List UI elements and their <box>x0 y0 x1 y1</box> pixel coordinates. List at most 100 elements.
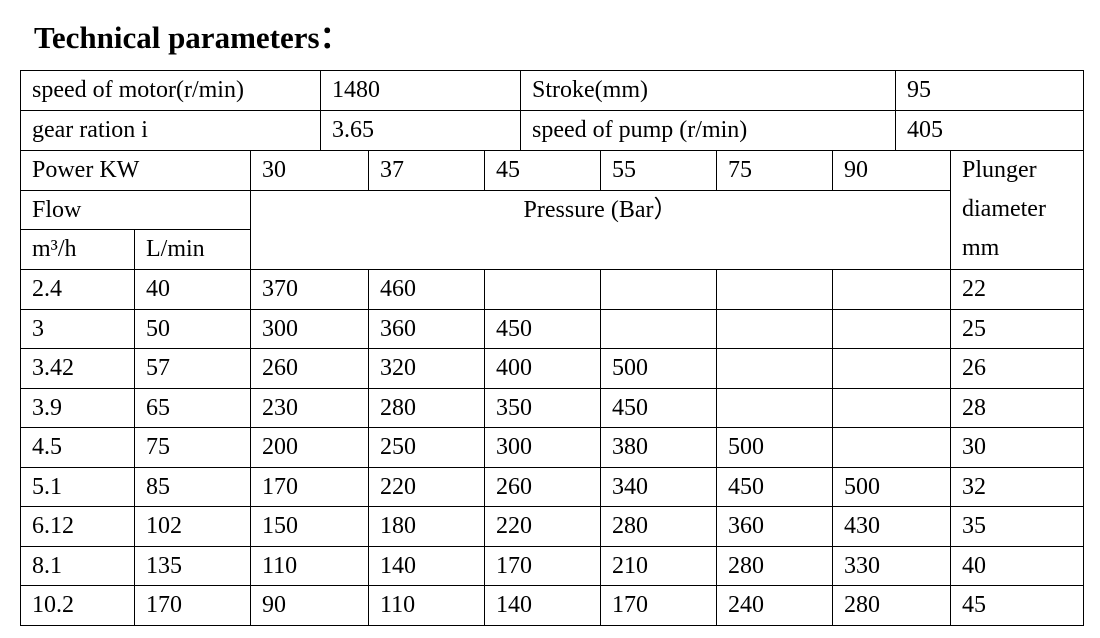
table-cell: 85 <box>134 467 251 507</box>
table-cell: 140 <box>484 585 601 626</box>
table-cell: 90 <box>250 585 369 626</box>
table-cell: 330 <box>832 546 951 586</box>
table-cell: 57 <box>134 348 251 389</box>
table-cell: 65 <box>134 388 251 428</box>
table-cell: 140 <box>368 546 485 586</box>
table-cell: 35 <box>950 506 1084 547</box>
title: Technical parameters： <box>34 20 351 55</box>
table-cell: 170 <box>134 585 251 626</box>
table-cell: 370 <box>250 269 369 310</box>
pressure-label: Pressure (Bar） <box>250 190 951 270</box>
table-cell: 360 <box>716 506 833 547</box>
table-cell: 220 <box>368 467 485 507</box>
table-cell: 450 <box>600 388 717 428</box>
table-cell: 450 <box>716 467 833 507</box>
table-cell: 250 <box>368 427 485 468</box>
table-cell: 22 <box>950 269 1084 310</box>
table-cell: 5.1 <box>20 467 135 507</box>
table-cell: 200 <box>250 427 369 468</box>
flow-unit: L/min <box>134 229 251 270</box>
table-cell: 110 <box>368 585 485 626</box>
info-value: 1480 <box>320 70 521 111</box>
table-cell: 150 <box>250 506 369 547</box>
power-value: 90 <box>832 150 951 191</box>
info-value: 95 <box>895 70 1084 111</box>
table-cell: 45 <box>950 585 1084 626</box>
table-cell: 4.5 <box>20 427 135 468</box>
table-cell: 135 <box>134 546 251 586</box>
table-cell: 500 <box>832 467 951 507</box>
table-cell: 500 <box>716 427 833 468</box>
empty-cell <box>832 348 951 389</box>
power-label: Power KW <box>20 150 251 191</box>
table-cell: 110 <box>250 546 369 586</box>
table-cell: 280 <box>368 388 485 428</box>
flow-label: Flow <box>20 190 251 230</box>
info-label: Stroke(mm) <box>520 70 896 111</box>
power-value: 75 <box>716 150 833 191</box>
table-cell: 75 <box>134 427 251 468</box>
table-cell: 180 <box>368 506 485 547</box>
empty-cell <box>832 309 951 349</box>
table-cell: 210 <box>600 546 717 586</box>
table-cell: 40 <box>134 269 251 310</box>
table-cell: 260 <box>484 467 601 507</box>
table-cell: 3.42 <box>20 348 135 389</box>
table-cell: 28 <box>950 388 1084 428</box>
info-value: 3.65 <box>320 110 521 151</box>
table-cell: 280 <box>832 585 951 626</box>
table-cell: 170 <box>600 585 717 626</box>
table-cell: 280 <box>716 546 833 586</box>
empty-cell <box>716 388 833 428</box>
empty-cell <box>716 348 833 389</box>
table-cell: 3.9 <box>20 388 135 428</box>
table-cell: 50 <box>134 309 251 349</box>
empty-cell <box>832 427 951 468</box>
table-cell: 360 <box>368 309 485 349</box>
empty-cell <box>716 309 833 349</box>
table-cell: 300 <box>484 427 601 468</box>
table-cell: 6.12 <box>20 506 135 547</box>
table-cell: 230 <box>250 388 369 428</box>
power-value: 30 <box>250 150 369 191</box>
table-cell: 10.2 <box>20 585 135 626</box>
empty-cell <box>832 388 951 428</box>
table-cell: 3 <box>20 309 135 349</box>
table-cell: 380 <box>600 427 717 468</box>
table-cell: 220 <box>484 506 601 547</box>
table-cell: 430 <box>832 506 951 547</box>
table-cell: 300 <box>250 309 369 349</box>
table-cell: 2.4 <box>20 269 135 310</box>
table-cell: 280 <box>600 506 717 547</box>
table-cell: 8.1 <box>20 546 135 586</box>
power-value: 37 <box>368 150 485 191</box>
table-cell: 30 <box>950 427 1084 468</box>
empty-cell <box>484 269 601 310</box>
table-cell: 340 <box>600 467 717 507</box>
table-cell: 500 <box>600 348 717 389</box>
info-label: speed of motor(r/min) <box>20 70 321 111</box>
flow-unit: m³/h <box>20 229 135 270</box>
table-cell: 170 <box>250 467 369 507</box>
power-value: 55 <box>600 150 717 191</box>
plunger-label: Plunger diameter mm <box>950 150 1084 270</box>
info-value: 405 <box>895 110 1084 151</box>
empty-cell <box>832 269 951 310</box>
empty-cell <box>600 269 717 310</box>
table-cell: 350 <box>484 388 601 428</box>
table-cell: 40 <box>950 546 1084 586</box>
table-cell: 32 <box>950 467 1084 507</box>
table-cell: 450 <box>484 309 601 349</box>
info-label: speed of pump (r/min) <box>520 110 896 151</box>
empty-cell <box>600 309 717 349</box>
table-cell: 102 <box>134 506 251 547</box>
table-cell: 400 <box>484 348 601 389</box>
table-cell: 320 <box>368 348 485 389</box>
table-cell: 460 <box>368 269 485 310</box>
table-cell: 26 <box>950 348 1084 389</box>
table-cell: 25 <box>950 309 1084 349</box>
info-label: gear ration i <box>20 110 321 151</box>
power-value: 45 <box>484 150 601 191</box>
table-cell: 240 <box>716 585 833 626</box>
